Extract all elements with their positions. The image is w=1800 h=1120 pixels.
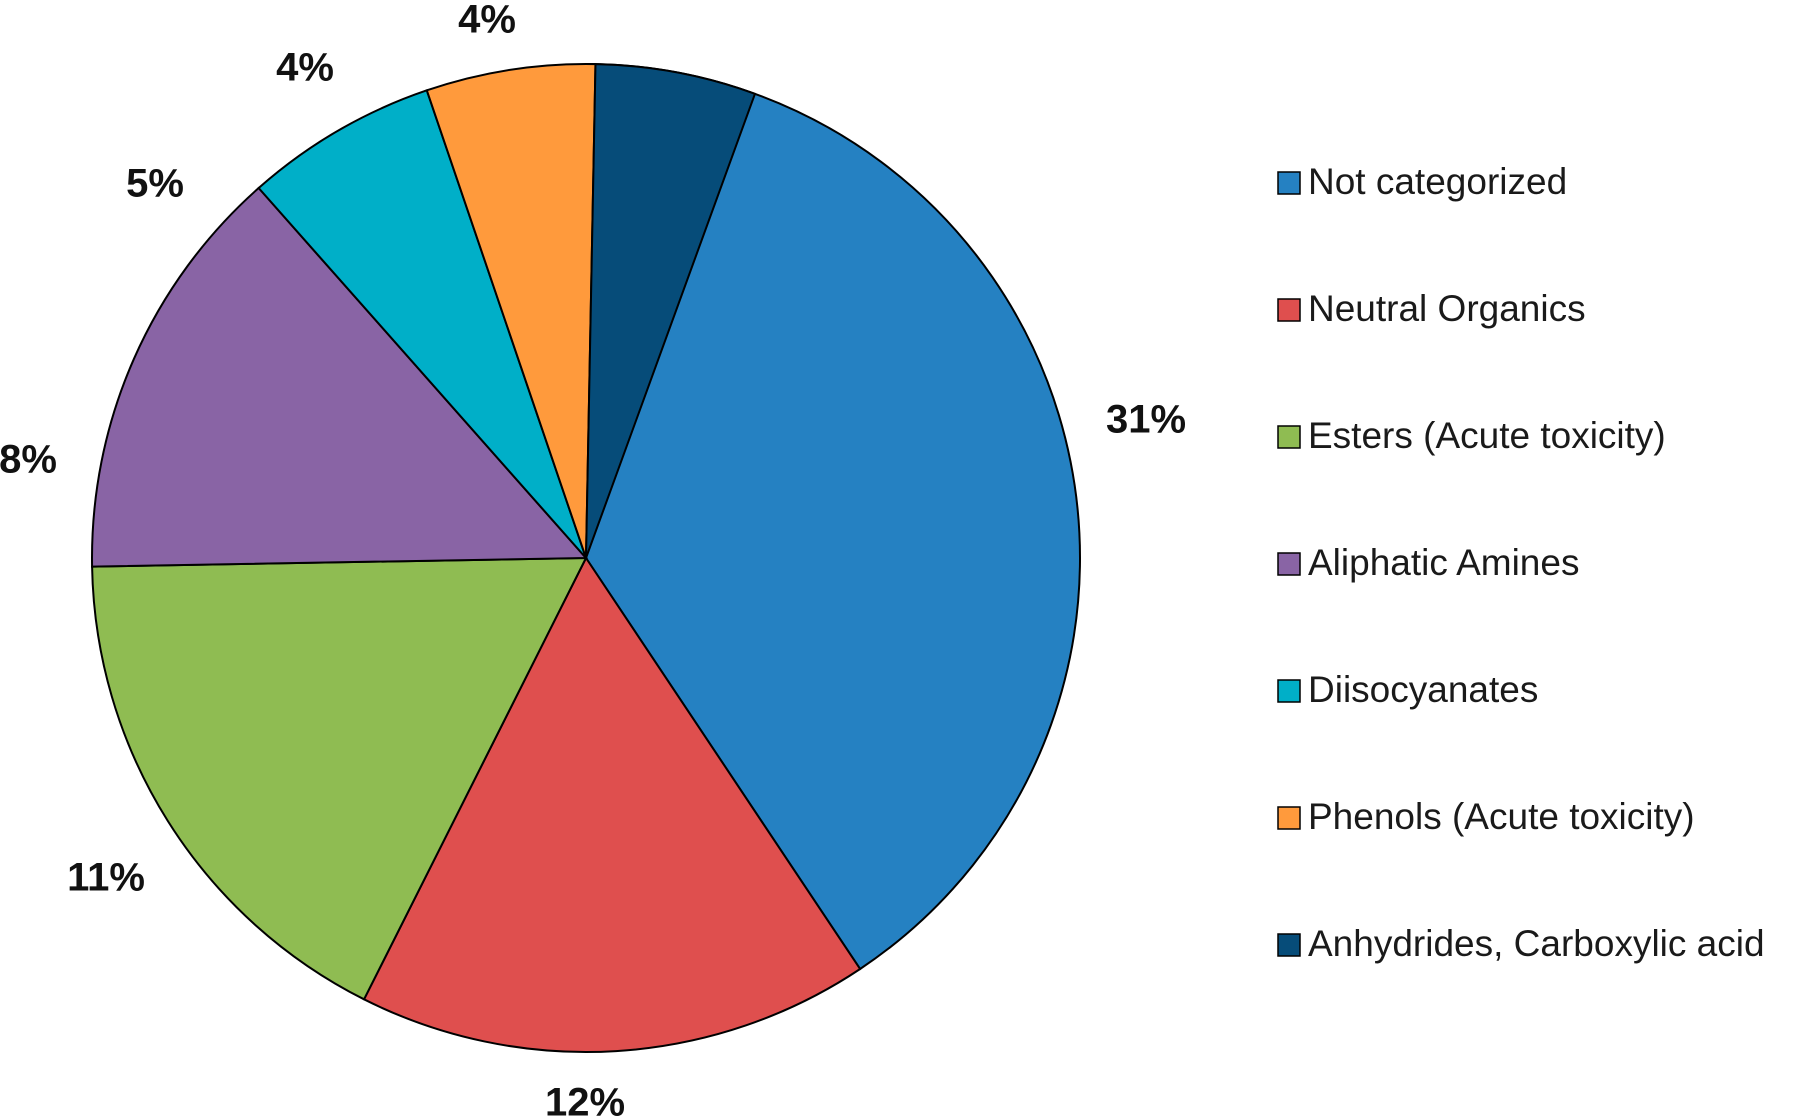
pie-slices bbox=[91, 62, 1081, 1053]
slice-diisocyanates bbox=[257, 89, 587, 559]
legend-label: Anhydrides, Carboxylic acid bbox=[1308, 923, 1765, 964]
legend-label: Esters (Acute toxicity) bbox=[1308, 415, 1666, 456]
percentage-label: 12% bbox=[545, 1081, 625, 1120]
legend-swatch bbox=[1277, 171, 1301, 195]
slice-anhydrides-carboxylic-acid bbox=[585, 63, 757, 559]
legend-swatch bbox=[1277, 806, 1301, 830]
slice-aliphatic-amines bbox=[91, 186, 589, 568]
legend-label: Aliphatic Amines bbox=[1308, 542, 1579, 583]
legend-swatch bbox=[1277, 425, 1301, 449]
legend-label: Not categorized bbox=[1308, 161, 1567, 202]
percentage-label: 8% bbox=[0, 438, 57, 482]
legend-swatch bbox=[1277, 933, 1301, 957]
legend-label: Diisocyanates bbox=[1308, 669, 1538, 710]
legend-swatch bbox=[1277, 552, 1301, 576]
legend: Not categorized Neutral Organics Esters (A… bbox=[1277, 161, 1765, 964]
legend-swatch bbox=[1277, 679, 1301, 703]
percentage-label: 11% bbox=[67, 856, 145, 900]
percentage-label: 4% bbox=[458, 0, 516, 42]
slice-neutral-organics bbox=[362, 556, 862, 1053]
slice-esters-acute-toxicity bbox=[91, 556, 588, 1001]
percentage-label: 31% bbox=[1106, 398, 1186, 442]
legend-label: Phenols (Acute toxicity) bbox=[1308, 796, 1695, 837]
legend-label: Neutral Organics bbox=[1308, 288, 1586, 329]
legend-swatch bbox=[1277, 298, 1301, 322]
percentage-label: 4% bbox=[276, 46, 334, 90]
slice-phenols-acute-toxicity bbox=[425, 63, 597, 559]
percentage-label: 5% bbox=[126, 162, 184, 206]
percentage-labels: 31% 12% 11% 8% 5% 4% 4% bbox=[0, 0, 1186, 1120]
